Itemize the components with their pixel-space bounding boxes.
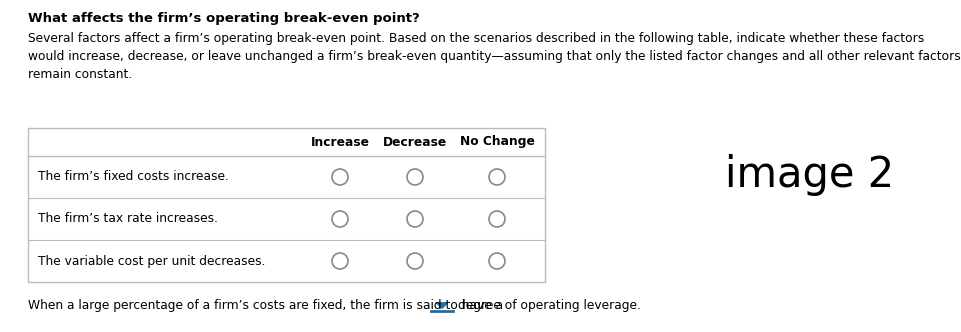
Text: remain constant.: remain constant. [28, 68, 133, 81]
Text: No Change: No Change [459, 135, 534, 148]
Text: Increase: Increase [310, 135, 369, 148]
Polygon shape [436, 303, 448, 308]
Bar [28, 128, 545, 282]
Text: Decrease: Decrease [382, 135, 447, 148]
Text: When a large percentage of a firm’s costs are fixed, the firm is said to have a: When a large percentage of a firm’s cost… [28, 298, 504, 311]
Text: The firm’s tax rate increases.: The firm’s tax rate increases. [38, 212, 218, 225]
Text: degree of operating leverage.: degree of operating leverage. [458, 298, 641, 311]
Text: The variable cost per unit decreases.: The variable cost per unit decreases. [38, 255, 265, 268]
Text: Several factors affect a firm’s operating break-even point. Based on the scenari: Several factors affect a firm’s operatin… [28, 32, 924, 45]
Text: What affects the firm’s operating break-even point?: What affects the firm’s operating break-… [28, 12, 420, 25]
Text: image 2: image 2 [726, 154, 895, 196]
Text: The firm’s fixed costs increase.: The firm’s fixed costs increase. [38, 171, 229, 184]
Text: would increase, decrease, or leave unchanged a firm’s break-even quantity—assumi: would increase, decrease, or leave uncha… [28, 50, 961, 63]
